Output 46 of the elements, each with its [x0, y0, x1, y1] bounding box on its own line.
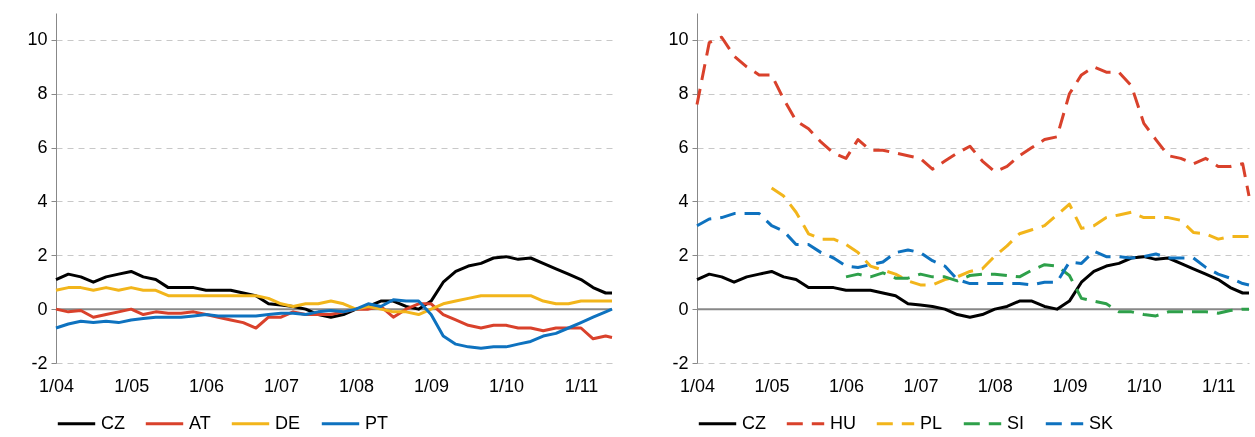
- y-tick-label: 0: [678, 298, 689, 319]
- x-tick-label: 1/06: [828, 375, 865, 396]
- legend-label: CZ: [101, 412, 125, 433]
- y-tick-label: 6: [37, 137, 48, 158]
- y-tick-label: 8: [678, 83, 689, 104]
- x-tick-label: 1/04: [38, 375, 75, 396]
- x-tick-label: 1/10: [489, 375, 525, 396]
- line-series: [695, 35, 1251, 198]
- y-tick-label: -2: [672, 352, 689, 373]
- legend-label: PT: [365, 412, 389, 433]
- x-tick-label: 1/05: [754, 375, 790, 396]
- y-tick-label: 10: [668, 29, 689, 50]
- x-tick-label: 1/07: [264, 375, 300, 396]
- y-tick-label: 2: [37, 244, 48, 265]
- y-tick-label: 4: [678, 190, 689, 211]
- x-tick-label: 1/09: [414, 375, 450, 396]
- x-tick-label: 1/07: [903, 375, 939, 396]
- x-tick-label: 1/11: [1201, 375, 1236, 396]
- y-tick-label: 2: [678, 244, 689, 265]
- line-series: [54, 286, 614, 317]
- x-tick-label: 1/11: [564, 375, 599, 396]
- y-tick-label: 6: [678, 137, 689, 158]
- y-tick-label: 0: [37, 298, 48, 319]
- legend-label: SK: [1089, 412, 1114, 433]
- legend-label: CZ: [742, 412, 766, 433]
- x-tick-label: 1/05: [114, 375, 150, 396]
- y-tick-label: 10: [27, 29, 48, 50]
- y-tick-label: 8: [37, 83, 48, 104]
- x-tick-label: 1/09: [1052, 375, 1088, 396]
- x-tick-label: 1/04: [679, 375, 716, 396]
- line-series: [844, 263, 1251, 318]
- y-tick-label: 4: [37, 190, 48, 211]
- legend-label: DE: [275, 412, 301, 433]
- line-series: [695, 212, 1251, 287]
- line-series: [54, 298, 614, 350]
- line-series: [695, 255, 1251, 319]
- x-tick-label: 1/06: [189, 375, 225, 396]
- legend-label: PL: [920, 412, 943, 433]
- legend-label: HU: [830, 412, 856, 433]
- x-tick-label: 1/08: [338, 375, 374, 396]
- legend-label: SI: [1007, 412, 1025, 433]
- x-tick-label: 1/08: [977, 375, 1013, 396]
- line-series: [770, 186, 1251, 287]
- x-tick-label: 1/10: [1126, 375, 1162, 396]
- legend-label: AT: [189, 412, 211, 433]
- y-tick-label: -2: [31, 352, 48, 373]
